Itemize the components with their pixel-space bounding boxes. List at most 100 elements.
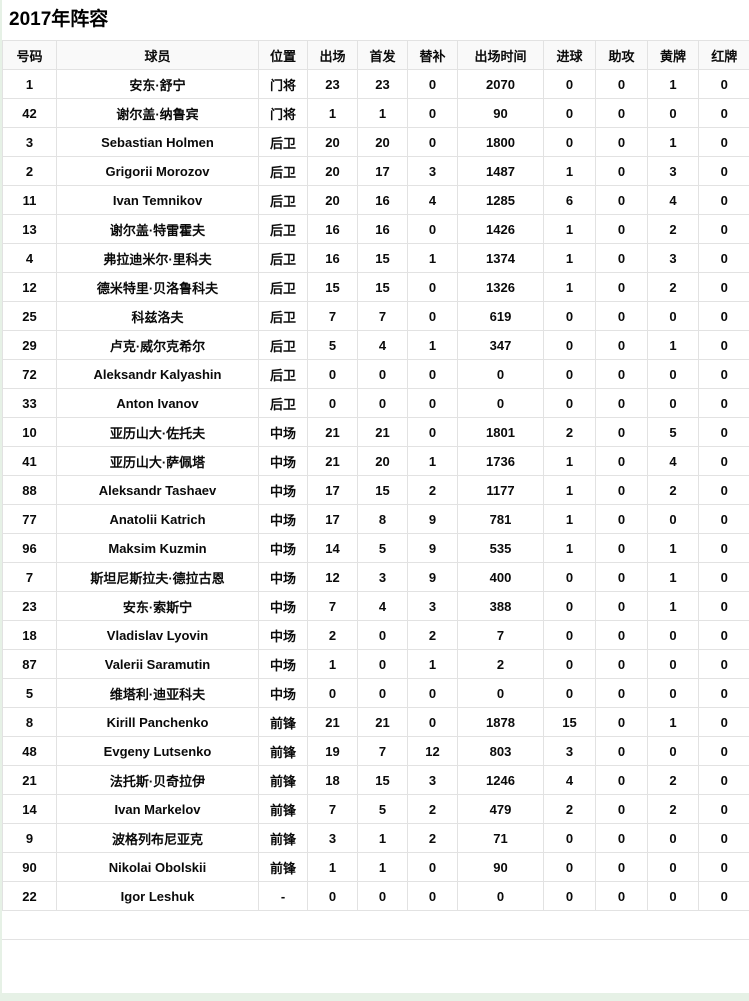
cell-player: Anton Ivanov — [56, 388, 259, 418]
cell-minutes: 619 — [457, 301, 544, 331]
cell-player: Maksim Kuzmin — [56, 533, 259, 563]
cell-sub: 2 — [407, 620, 458, 650]
cell-player: Vladislav Lyovin — [56, 620, 259, 650]
cell-position: 中场 — [258, 475, 308, 505]
cell-yellow: 1 — [647, 127, 699, 157]
cell-position: 后卫 — [258, 359, 308, 389]
table-row: 13 谢尔盖·特雷霍夫 后卫 16 16 0 1426 1 0 2 0 — [2, 214, 749, 244]
cell-position: 后卫 — [258, 156, 308, 186]
cell-assists: 0 — [595, 185, 648, 215]
cell-yellow: 4 — [647, 446, 699, 476]
cell-appearances: 15 — [307, 272, 358, 302]
table-row: 10 亚历山大·佐托夫 中场 21 21 0 1801 2 0 5 0 — [2, 417, 749, 447]
cell-yellow: 2 — [647, 765, 699, 795]
table-row: 33 Anton Ivanov 后卫 0 0 0 0 0 0 0 0 — [2, 388, 749, 418]
table-row: 96 Maksim Kuzmin 中场 14 5 9 535 1 0 1 0 — [2, 533, 749, 563]
cell-sub: 0 — [407, 707, 458, 737]
cell-goals: 0 — [543, 649, 596, 679]
cell-starts: 15 — [357, 765, 408, 795]
cell-number: 11 — [2, 185, 57, 215]
cell-yellow: 1 — [647, 330, 699, 360]
cell-goals: 0 — [543, 823, 596, 853]
cell-red: 0 — [698, 69, 749, 99]
table-row: 8 Kirill Panchenko 前锋 21 21 0 1878 15 0 … — [2, 707, 749, 737]
cell-starts: 0 — [357, 388, 408, 418]
table-row: 18 Vladislav Lyovin 中场 2 0 2 7 0 0 0 0 — [2, 620, 749, 650]
cell-assists: 0 — [595, 562, 648, 592]
table-row: 5 维塔利·迪亚科夫 中场 0 0 0 0 0 0 0 0 — [2, 678, 749, 708]
cell-minutes: 803 — [457, 736, 544, 766]
cell-assists: 0 — [595, 823, 648, 853]
cell-red: 0 — [698, 98, 749, 128]
cell-goals: 6 — [543, 185, 596, 215]
cell-goals: 1 — [543, 243, 596, 273]
cell-yellow: 0 — [647, 504, 699, 534]
cell-sub: 0 — [407, 678, 458, 708]
column-header-minutes: 出场时间 — [457, 40, 544, 70]
cell-player: 弗拉迪米尔·里科夫 — [56, 243, 259, 273]
cell-starts: 8 — [357, 504, 408, 534]
cell-yellow: 0 — [647, 359, 699, 389]
cell-player: 斯坦尼斯拉夫·德拉古恩 — [56, 562, 259, 592]
column-header-player: 球员 — [56, 40, 259, 70]
cell-goals: 0 — [543, 69, 596, 99]
cell-minutes: 1374 — [457, 243, 544, 273]
column-header-assists: 助攻 — [595, 40, 648, 70]
cell-appearances: 23 — [307, 69, 358, 99]
cell-yellow: 0 — [647, 736, 699, 766]
cell-appearances: 0 — [307, 881, 358, 911]
cell-number: 72 — [2, 359, 57, 389]
column-header-number: 号码 — [2, 40, 57, 70]
cell-appearances: 16 — [307, 214, 358, 244]
table-row: 1 安东·舒宁 门将 23 23 0 2070 0 0 1 0 — [2, 69, 749, 99]
cell-sub: 3 — [407, 765, 458, 795]
cell-number: 7 — [2, 562, 57, 592]
cell-sub: 0 — [407, 69, 458, 99]
cell-position: 前锋 — [258, 823, 308, 853]
column-header-position: 位置 — [258, 40, 308, 70]
cell-starts: 15 — [357, 243, 408, 273]
cell-sub: 1 — [407, 649, 458, 679]
cell-sub: 2 — [407, 823, 458, 853]
cell-minutes: 1285 — [457, 185, 544, 215]
table-row: 21 法托斯·贝奇拉伊 前锋 18 15 3 1246 4 0 2 0 — [2, 765, 749, 795]
cell-number: 13 — [2, 214, 57, 244]
cell-position: 中场 — [258, 504, 308, 534]
cell-sub: 0 — [407, 417, 458, 447]
cell-starts: 21 — [357, 707, 408, 737]
cell-goals: 0 — [543, 127, 596, 157]
cell-assists: 0 — [595, 765, 648, 795]
cell-goals: 0 — [543, 301, 596, 331]
cell-yellow: 0 — [647, 98, 699, 128]
table-header: 号码 球员 位置 出场 首发 替补 出场时间 进球 助攻 黄牌 红牌 — [2, 40, 749, 70]
cell-yellow: 0 — [647, 852, 699, 882]
cell-position: 前锋 — [258, 794, 308, 824]
cell-yellow: 0 — [647, 649, 699, 679]
cell-player: 亚历山大·佐托夫 — [56, 417, 259, 447]
cell-red: 0 — [698, 127, 749, 157]
cell-position: - — [258, 881, 308, 911]
cell-red: 0 — [698, 301, 749, 331]
cell-number: 42 — [2, 98, 57, 128]
cell-number: 10 — [2, 417, 57, 447]
cell-starts: 17 — [357, 156, 408, 186]
cell-red: 0 — [698, 736, 749, 766]
table-row: 14 Ivan Markelov 前锋 7 5 2 479 2 0 2 0 — [2, 794, 749, 824]
cell-starts: 5 — [357, 794, 408, 824]
cell-appearances: 0 — [307, 678, 358, 708]
cell-appearances: 18 — [307, 765, 358, 795]
cell-player: 维塔利·迪亚科夫 — [56, 678, 259, 708]
cell-goals: 0 — [543, 98, 596, 128]
cell-minutes: 1177 — [457, 475, 544, 505]
table-row: 3 Sebastian Holmen 后卫 20 20 0 1800 0 0 1… — [2, 127, 749, 157]
column-header-starts: 首发 — [357, 40, 408, 70]
cell-position: 前锋 — [258, 707, 308, 737]
cell-minutes: 347 — [457, 330, 544, 360]
cell-assists: 0 — [595, 330, 648, 360]
cell-number: 33 — [2, 388, 57, 418]
cell-starts: 0 — [357, 649, 408, 679]
cell-sub: 0 — [407, 272, 458, 302]
cell-yellow: 0 — [647, 301, 699, 331]
cell-appearances: 7 — [307, 591, 358, 621]
